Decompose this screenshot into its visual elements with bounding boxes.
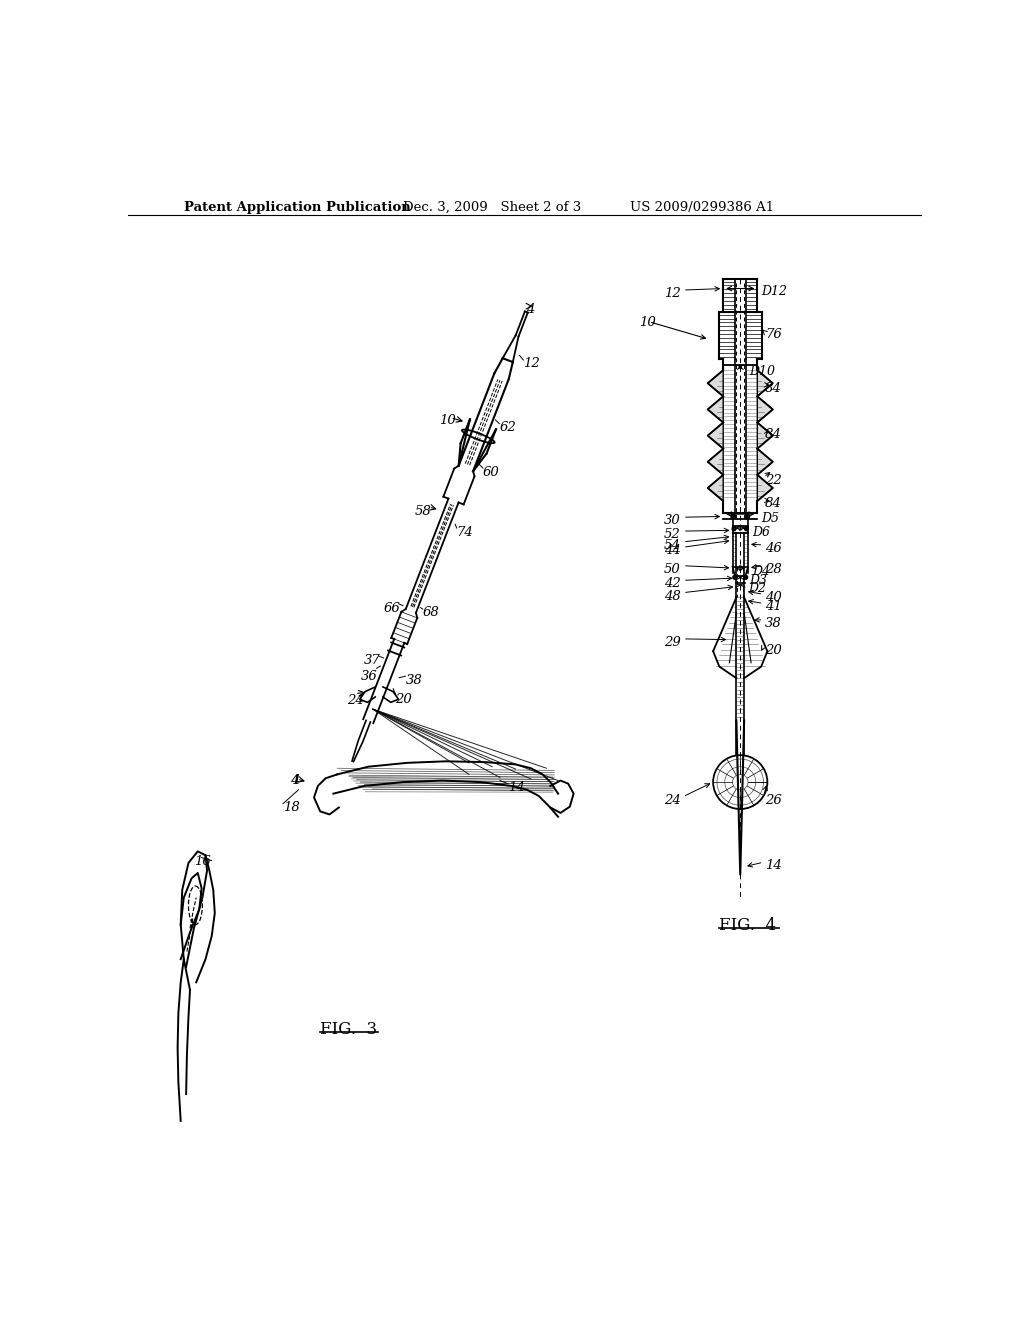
Text: 37: 37: [365, 655, 381, 667]
Polygon shape: [708, 475, 723, 502]
Text: US 2009/0299386 A1: US 2009/0299386 A1: [630, 201, 774, 214]
Text: 40: 40: [765, 591, 781, 605]
Text: 62: 62: [500, 421, 516, 434]
Text: 76: 76: [765, 327, 781, 341]
Text: FIG.  3: FIG. 3: [321, 1020, 377, 1038]
Text: 10: 10: [438, 414, 456, 428]
Text: 24: 24: [347, 693, 364, 706]
Text: 74: 74: [457, 525, 473, 539]
Text: D4: D4: [752, 565, 770, 578]
Polygon shape: [758, 370, 773, 396]
Text: 42: 42: [664, 577, 681, 590]
Text: 38: 38: [406, 675, 422, 686]
Polygon shape: [758, 449, 773, 475]
Text: 10: 10: [640, 317, 656, 329]
Circle shape: [743, 576, 748, 579]
Text: D12: D12: [761, 285, 787, 298]
Text: Patent Application Publication: Patent Application Publication: [183, 201, 411, 214]
Text: 66: 66: [384, 602, 400, 615]
Text: FIG.  4: FIG. 4: [719, 917, 775, 933]
Text: 48: 48: [664, 590, 681, 603]
Polygon shape: [708, 422, 723, 449]
Text: 52: 52: [664, 528, 681, 541]
Text: 68: 68: [423, 606, 439, 619]
Text: 28: 28: [765, 562, 781, 576]
Circle shape: [713, 755, 767, 809]
Text: 60: 60: [483, 466, 500, 479]
Text: D10: D10: [750, 364, 775, 378]
Text: 38: 38: [765, 616, 781, 630]
Text: 54: 54: [664, 539, 681, 552]
Text: 26: 26: [765, 793, 781, 807]
Text: 41: 41: [765, 601, 781, 614]
Text: 14: 14: [765, 859, 781, 873]
Circle shape: [732, 527, 736, 531]
Circle shape: [744, 527, 749, 531]
Text: 50: 50: [664, 562, 681, 576]
Circle shape: [731, 515, 735, 519]
Text: Dec. 3, 2009   Sheet 2 of 3: Dec. 3, 2009 Sheet 2 of 3: [403, 201, 582, 214]
Text: 22: 22: [765, 474, 781, 487]
Text: 20: 20: [395, 693, 413, 705]
Text: D5: D5: [761, 512, 779, 525]
Text: 14: 14: [508, 780, 524, 793]
Text: 18: 18: [283, 801, 300, 814]
Text: D6: D6: [752, 525, 770, 539]
Text: 44: 44: [664, 544, 681, 557]
Text: 20: 20: [765, 644, 781, 656]
Text: 4: 4: [526, 304, 535, 315]
Circle shape: [744, 515, 750, 519]
Text: 12: 12: [523, 356, 540, 370]
Polygon shape: [758, 422, 773, 449]
Text: 84: 84: [765, 381, 781, 395]
Circle shape: [733, 576, 736, 579]
Text: 84: 84: [765, 498, 781, 511]
Text: 29: 29: [664, 636, 681, 649]
Polygon shape: [758, 396, 773, 422]
Polygon shape: [708, 396, 723, 422]
Polygon shape: [708, 449, 723, 475]
Text: 16: 16: [194, 855, 211, 869]
Polygon shape: [708, 370, 723, 396]
Text: 30: 30: [664, 515, 681, 527]
Text: 12: 12: [664, 286, 681, 300]
Text: 84: 84: [765, 428, 781, 441]
Text: D2: D2: [748, 582, 766, 595]
Text: 36: 36: [361, 669, 378, 682]
Polygon shape: [758, 475, 773, 502]
Text: 24: 24: [664, 793, 681, 807]
Text: 4: 4: [291, 775, 300, 788]
Text: 58: 58: [415, 504, 431, 517]
Text: 46: 46: [765, 543, 781, 554]
Text: D3: D3: [749, 574, 767, 587]
